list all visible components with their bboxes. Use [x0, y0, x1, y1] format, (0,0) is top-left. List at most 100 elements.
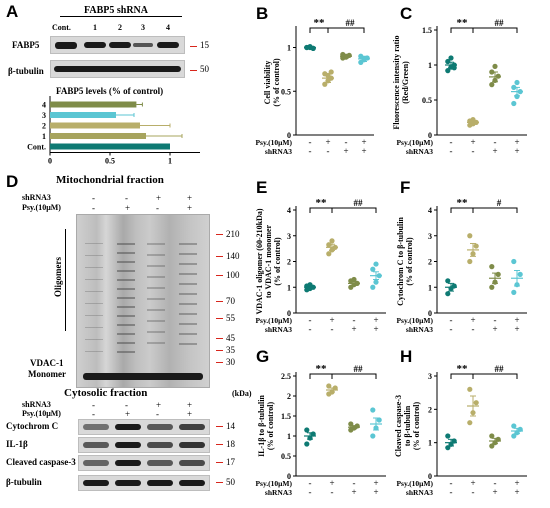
sign: - [309, 487, 312, 497]
mw-tick [216, 301, 223, 302]
sign: - [309, 146, 312, 156]
sign: + [325, 137, 330, 147]
panel-letter-g: G [256, 347, 270, 366]
y-axis-label: Cytochrom C to β-tubulin [396, 217, 405, 306]
y-axis-label: Fluorescence intensity ratio [392, 35, 401, 129]
cyto-blot [78, 419, 210, 435]
sign: + [492, 487, 497, 497]
significance-bracket [332, 207, 377, 213]
blot-band [157, 42, 179, 48]
sign: + [125, 409, 131, 419]
y-axis-label: (% of control) [273, 237, 282, 286]
lane-label: 4 [166, 23, 170, 32]
lane-label: Cont. [52, 23, 71, 32]
shrna-label: shRNA3 [265, 147, 292, 156]
data-point [445, 433, 451, 439]
sign: + [361, 146, 366, 156]
blot-band [147, 442, 173, 448]
blot-band [147, 460, 173, 466]
data-point [489, 284, 495, 290]
oligomer-label: Oligomers [53, 257, 63, 297]
chart-c: 0 0.5 1 1.5 Fluorescence intensity ratio (Red… [392, 17, 527, 156]
significance-star: ** [314, 17, 326, 29]
sign: + [492, 324, 497, 334]
sign: - [92, 203, 95, 213]
mw-tick [216, 362, 223, 363]
significance-star: ** [457, 197, 469, 209]
sign: + [373, 478, 378, 488]
mw-label: 30 [226, 357, 235, 367]
y-tick-label: 4 [287, 206, 291, 215]
lane-label: 1 [93, 23, 97, 32]
chart-h: 0 1 2 3 Cleaved caspase-3 to β-tubulin (% of c… [394, 363, 527, 497]
sign: - [494, 137, 497, 147]
mw-label: 45 [226, 333, 235, 343]
fabp5-blot [50, 36, 185, 54]
sign: - [450, 146, 453, 156]
significance-bracket [332, 373, 377, 379]
data-point [473, 400, 479, 406]
sign: + [329, 478, 334, 488]
y-axis-label: Cell viability [263, 61, 272, 105]
data-point [370, 433, 376, 439]
row-label-fabp5: FABP5 [12, 40, 40, 50]
significance-hash: ## [346, 18, 356, 28]
sign: + [470, 137, 475, 147]
data-point [495, 271, 501, 277]
data-point [370, 407, 376, 413]
x-tick-label: 1 [168, 157, 172, 166]
data-point [445, 68, 451, 74]
psy-label: Psy.(10μM) [22, 203, 61, 212]
panel-letter-a: A [6, 2, 19, 21]
significance-hash: ## [495, 18, 505, 28]
data-point [467, 386, 473, 392]
cyto-row-label: IL-1β [6, 439, 28, 449]
y-tick-label: 0 [428, 472, 432, 481]
cyto-row-label: β-tubulin [6, 477, 42, 487]
data-point [511, 423, 517, 429]
sign: + [373, 324, 378, 334]
y-axis-label: (% of control) [272, 58, 281, 107]
data-point [489, 433, 495, 439]
data-point [326, 383, 332, 389]
cyto-blot [78, 475, 210, 491]
x-tick-label: 0 [48, 157, 52, 166]
data-point [489, 264, 495, 270]
sign: - [92, 400, 95, 410]
sign: - [450, 315, 453, 325]
bar [50, 143, 170, 150]
y-tick-label: 3 [428, 232, 432, 241]
sign: - [309, 478, 312, 488]
sign: + [361, 137, 366, 147]
sign: + [373, 487, 378, 497]
vdac-monomer-band [83, 373, 203, 380]
y-tick-label: 0 [287, 131, 291, 140]
psy-label: Psy.(10μM) [396, 316, 433, 325]
chart-e: 0 1 2 3 4 VDAC-1 oligomer (60-210kDa) to VDAC-… [255, 197, 386, 334]
bar-chart-title: FABP5 levels (% of control) [56, 86, 164, 96]
significance-bracket [309, 27, 329, 33]
data-point [373, 279, 379, 285]
sign: - [156, 409, 159, 419]
data-point [489, 443, 495, 449]
significance-hash: ## [495, 364, 505, 374]
y-tick-label: 0.5 [281, 87, 291, 96]
blot-band [115, 424, 141, 430]
y-axis-label: IL-1β to β-tubulin [257, 395, 266, 457]
y-axis-label: (% of control) [405, 237, 414, 286]
sign: - [125, 400, 128, 410]
oligomer-smear [147, 243, 165, 353]
mw-label: 35 [226, 345, 235, 355]
bar [50, 133, 146, 139]
x-tick-label: 0.5 [105, 157, 115, 166]
mito-blot [76, 214, 210, 388]
mw-label: 140 [226, 251, 240, 261]
data-point [511, 289, 517, 295]
psy-label: Psy.(10μM) [255, 316, 292, 325]
mw-tick [216, 350, 223, 351]
chart-f: 0 1 2 3 4 Cytochrom C to β-tubulin (% of contr… [396, 197, 527, 334]
blot-band [179, 480, 205, 486]
y-tick-label: 1 [428, 439, 432, 448]
blot-band [147, 480, 173, 486]
significance-hash: # [497, 198, 502, 208]
